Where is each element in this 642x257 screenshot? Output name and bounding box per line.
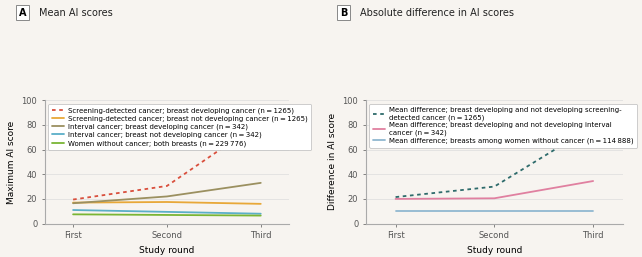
X-axis label: Study round: Study round (139, 246, 195, 255)
Text: A: A (19, 8, 26, 18)
Text: B: B (340, 8, 347, 18)
Text: Absolute difference in AI scores: Absolute difference in AI scores (360, 8, 514, 18)
X-axis label: Study round: Study round (467, 246, 522, 255)
Text: Mean AI scores: Mean AI scores (39, 8, 112, 18)
Y-axis label: Difference in AI score: Difference in AI score (328, 113, 337, 210)
Legend: Mean difference; breast developing and not developing screening-
detected cancer: Mean difference; breast developing and n… (369, 104, 637, 148)
Y-axis label: Maximum AI score: Maximum AI score (7, 120, 16, 204)
Legend: Screening-detected cancer; breast developing cancer (n = 1265), Screening-detect: Screening-detected cancer; breast develo… (48, 104, 311, 150)
